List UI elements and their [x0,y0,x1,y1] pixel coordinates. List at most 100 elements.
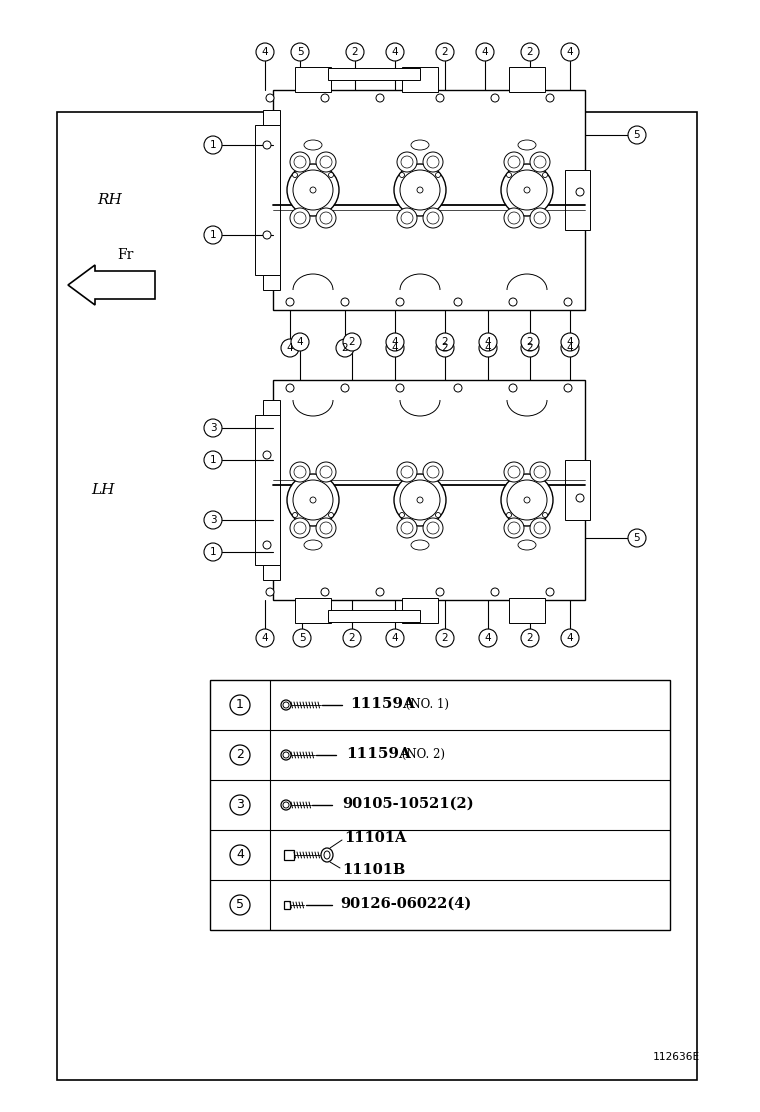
Text: 5: 5 [634,130,641,140]
Circle shape [504,152,524,172]
Text: 2: 2 [527,633,534,643]
Circle shape [396,298,404,306]
Text: 2: 2 [236,748,244,762]
Circle shape [376,588,384,596]
Circle shape [479,332,497,351]
Bar [328,68,420,80]
Circle shape [564,298,572,306]
Circle shape [508,466,520,478]
Circle shape [576,188,584,196]
Bar [255,415,280,565]
Circle shape [436,588,444,596]
Circle shape [436,629,454,647]
Text: 2: 2 [349,633,356,643]
Text: 1: 1 [210,140,217,150]
Circle shape [561,339,579,357]
Text: 5: 5 [236,898,244,912]
Circle shape [508,522,520,534]
Text: (NO. 2): (NO. 2) [398,747,445,761]
Circle shape [501,474,553,526]
Circle shape [501,163,553,216]
Circle shape [386,332,404,351]
Circle shape [401,466,413,478]
Text: 5: 5 [299,633,306,643]
Circle shape [287,163,339,216]
Text: Fr: Fr [117,248,133,262]
Circle shape [521,43,539,61]
Text: LH: LH [91,483,115,497]
Bar [509,67,545,92]
Circle shape [290,208,310,228]
Text: 4: 4 [391,47,398,57]
Circle shape [286,384,294,393]
Circle shape [291,43,309,61]
Circle shape [534,212,546,224]
Circle shape [386,629,404,647]
Circle shape [506,172,511,178]
Text: 11101A: 11101A [344,831,407,845]
Circle shape [423,461,443,481]
Circle shape [504,461,524,481]
Circle shape [204,136,222,153]
Bar [284,850,294,860]
Circle shape [321,95,329,102]
Bar [284,901,290,909]
Ellipse shape [411,140,429,150]
Circle shape [291,332,309,351]
Text: 2: 2 [342,342,348,353]
Circle shape [521,332,539,351]
Circle shape [530,461,550,481]
Circle shape [283,752,289,758]
Text: 90126-06022(4): 90126-06022(4) [340,897,471,911]
Circle shape [427,522,439,534]
Circle shape [281,699,291,709]
Ellipse shape [321,848,333,862]
Text: 5: 5 [634,533,641,543]
Circle shape [263,231,271,239]
Circle shape [561,332,579,351]
Text: 2: 2 [527,342,534,353]
Circle shape [263,141,271,149]
Circle shape [508,156,520,168]
Circle shape [628,529,646,547]
Bar [565,460,590,520]
Text: 2: 2 [442,342,448,353]
Bar [273,90,585,310]
Circle shape [230,795,250,815]
Circle shape [400,480,440,520]
Circle shape [283,702,289,708]
Ellipse shape [518,140,536,150]
Circle shape [293,513,297,517]
Text: 4: 4 [261,633,268,643]
Text: 4: 4 [485,633,491,643]
Text: 1: 1 [210,547,217,557]
Text: 2: 2 [527,47,534,57]
Text: 4: 4 [287,342,293,353]
Circle shape [534,156,546,168]
Circle shape [397,152,417,172]
Circle shape [394,163,446,216]
Circle shape [336,339,354,357]
Circle shape [316,208,336,228]
Circle shape [423,152,443,172]
Circle shape [508,212,520,224]
Circle shape [401,522,413,534]
Text: 4: 4 [567,337,573,347]
Bar [402,598,438,623]
Circle shape [628,126,646,143]
Circle shape [435,513,441,517]
Text: 4: 4 [261,47,268,57]
Circle shape [316,518,336,538]
Text: 2: 2 [442,337,448,347]
Circle shape [524,497,530,503]
Circle shape [427,466,439,478]
Circle shape [479,629,497,647]
Circle shape [320,212,332,224]
Bar [402,67,438,92]
Circle shape [576,494,584,502]
Circle shape [401,156,413,168]
Circle shape [394,474,446,526]
Circle shape [328,172,334,178]
Text: 4: 4 [485,342,491,353]
Circle shape [293,172,297,178]
